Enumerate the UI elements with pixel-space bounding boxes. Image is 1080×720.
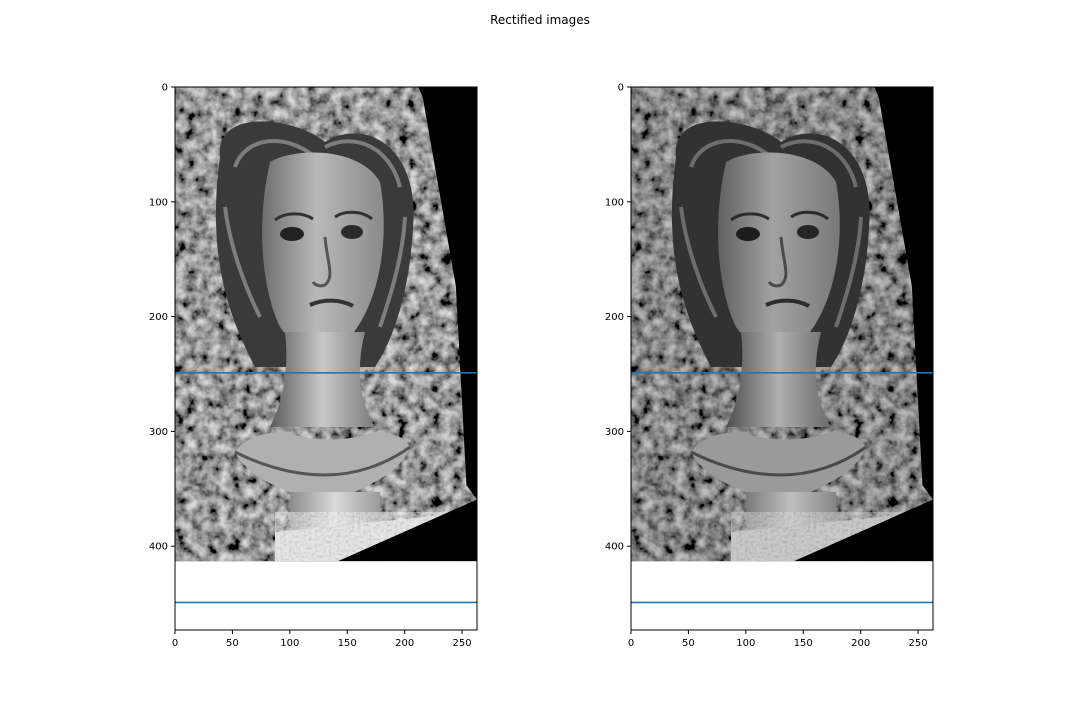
- right-xtick-label: 100: [736, 638, 755, 649]
- left-ytick-label: 200: [149, 312, 168, 323]
- left-ytick-label: 100: [149, 197, 168, 208]
- right-xtick-label: 0: [628, 638, 634, 649]
- left-xtick-label: 50: [226, 638, 239, 649]
- right-xtick-label: 150: [794, 638, 813, 649]
- right-ytick-label: 300: [605, 427, 624, 438]
- left-xtick-label: 250: [453, 638, 472, 649]
- left-ytick-label: 400: [149, 542, 168, 553]
- right-xtick-label: 50: [682, 638, 695, 649]
- right-ytick-label: 200: [605, 312, 624, 323]
- right-ytick-label: 400: [605, 542, 624, 553]
- left-axes-frame: [174, 86, 478, 631]
- right-axes: 0 50 100 150 200 250 0 100 200 300 400: [605, 83, 934, 649]
- left-xtick-label: 150: [338, 638, 357, 649]
- left-axes: 0 50 100 150 200 250 0 100 200 300 400: [149, 83, 478, 649]
- figure-title: Rectified images: [490, 13, 590, 27]
- right-axes-frame: [630, 86, 934, 631]
- left-xtick-label: 200: [395, 638, 414, 649]
- right-xtick-label: 200: [851, 638, 870, 649]
- left-ytick-label: 0: [162, 83, 168, 94]
- left-rectified-image: [175, 87, 477, 563]
- right-rectified-image: [631, 87, 933, 563]
- right-ytick-label: 100: [605, 197, 624, 208]
- left-xtick-label: 100: [280, 638, 299, 649]
- left-ytick-label: 300: [149, 427, 168, 438]
- right-ytick-label: 0: [618, 83, 624, 94]
- left-xtick-label: 0: [172, 638, 178, 649]
- right-xtick-label: 250: [909, 638, 928, 649]
